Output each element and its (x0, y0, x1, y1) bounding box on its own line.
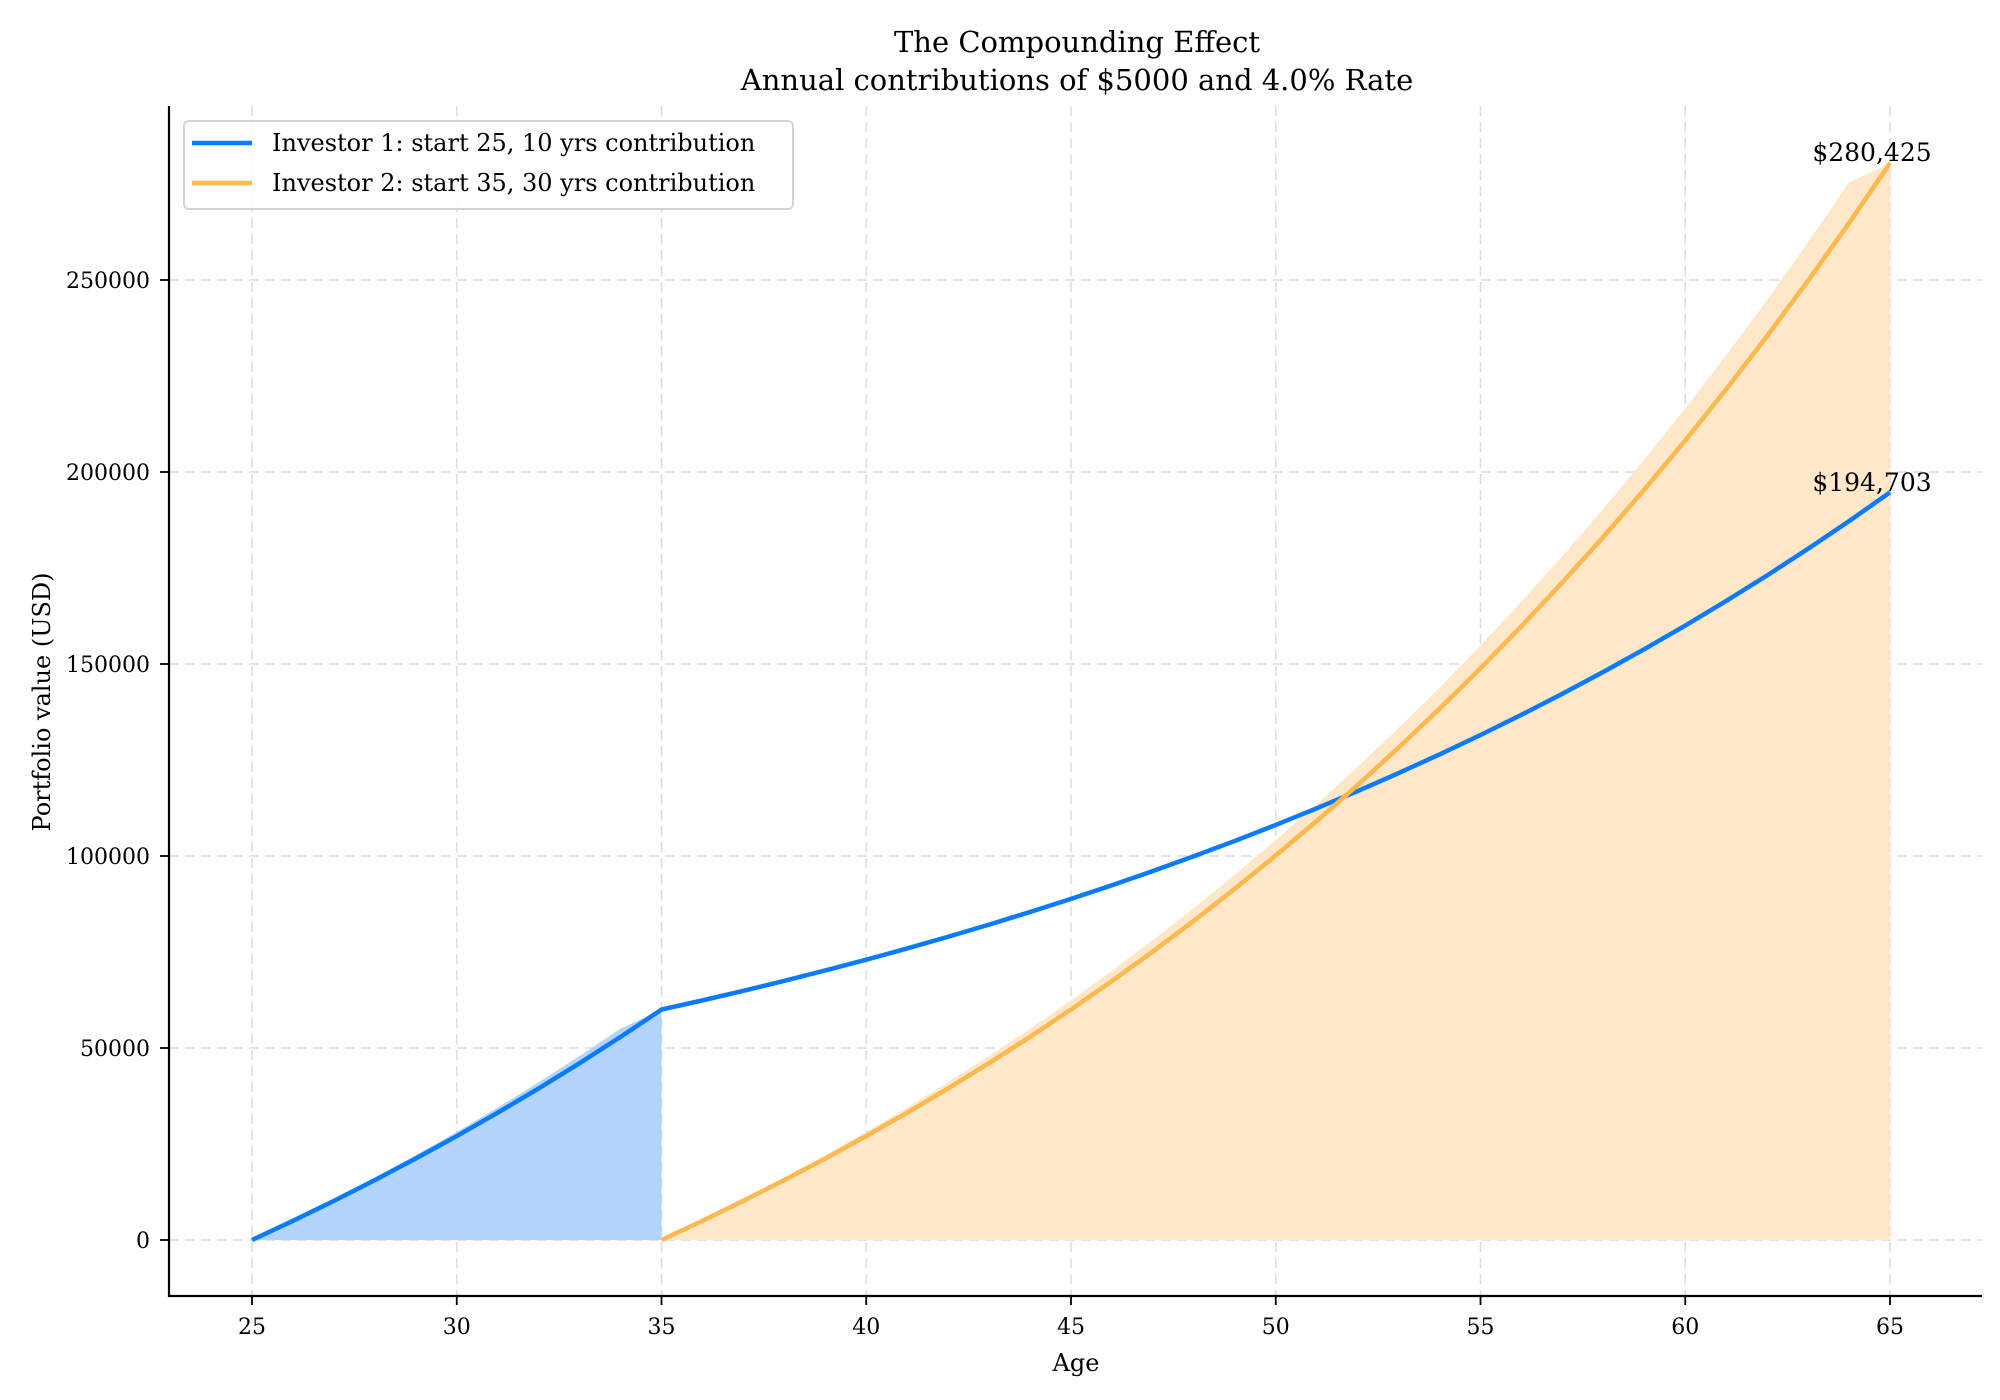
series-lines (251, 161, 1892, 1243)
investor1-line (251, 490, 1892, 1243)
x-axis-label: Age (1052, 1349, 1100, 1377)
y-tick-label: 200000 (66, 461, 150, 486)
area-fills (252, 163, 1890, 1241)
y-tick-label: 50000 (80, 1037, 150, 1062)
investor2-area-fill (661, 163, 1890, 1241)
legend-label-investor1: Investor 1: start 25, 10 yrs contributio… (272, 129, 755, 157)
y-tick-label: 100000 (66, 845, 150, 870)
x-tick-label: 30 (443, 1315, 471, 1340)
legend-frame (183, 120, 794, 210)
x-tick-label: 45 (1057, 1315, 1085, 1340)
x-tick-label: 40 (852, 1315, 880, 1340)
x-tick-label: 55 (1467, 1315, 1495, 1340)
chart-title: The Compounding Effect (894, 25, 1260, 59)
x-tick-label: 60 (1671, 1315, 1699, 1340)
y-tick-label: 0 (136, 1229, 150, 1254)
y-axis-ticks: 0 50000 100000 150000 200000 250000 (66, 269, 169, 1254)
investor1-final-value-annotation: $194,703 (1812, 468, 1931, 497)
legend: Investor 1: start 25, 10 yrs contributio… (183, 120, 794, 210)
y-axis-label: Portfolio value (USD) (28, 573, 56, 832)
x-tick-label: 65 (1876, 1315, 1904, 1340)
x-axis-ticks: 25 30 35 40 45 50 55 60 65 (238, 1296, 1904, 1340)
legend-label-investor2: Investor 2: start 35, 30 yrs contributio… (272, 169, 755, 197)
y-tick-label: 150000 (66, 653, 150, 678)
investor2-final-value-annotation: $280,425 (1812, 138, 1931, 167)
x-tick-label: 50 (1262, 1315, 1290, 1340)
chart-subtitle: Annual contributions of $5000 and 4.0% R… (740, 63, 1413, 97)
y-tick-label: 250000 (66, 269, 150, 294)
investor2-line (660, 161, 1892, 1243)
investor1-area-fill (252, 1009, 662, 1240)
x-tick-label: 25 (238, 1315, 266, 1340)
x-tick-label: 35 (648, 1315, 676, 1340)
